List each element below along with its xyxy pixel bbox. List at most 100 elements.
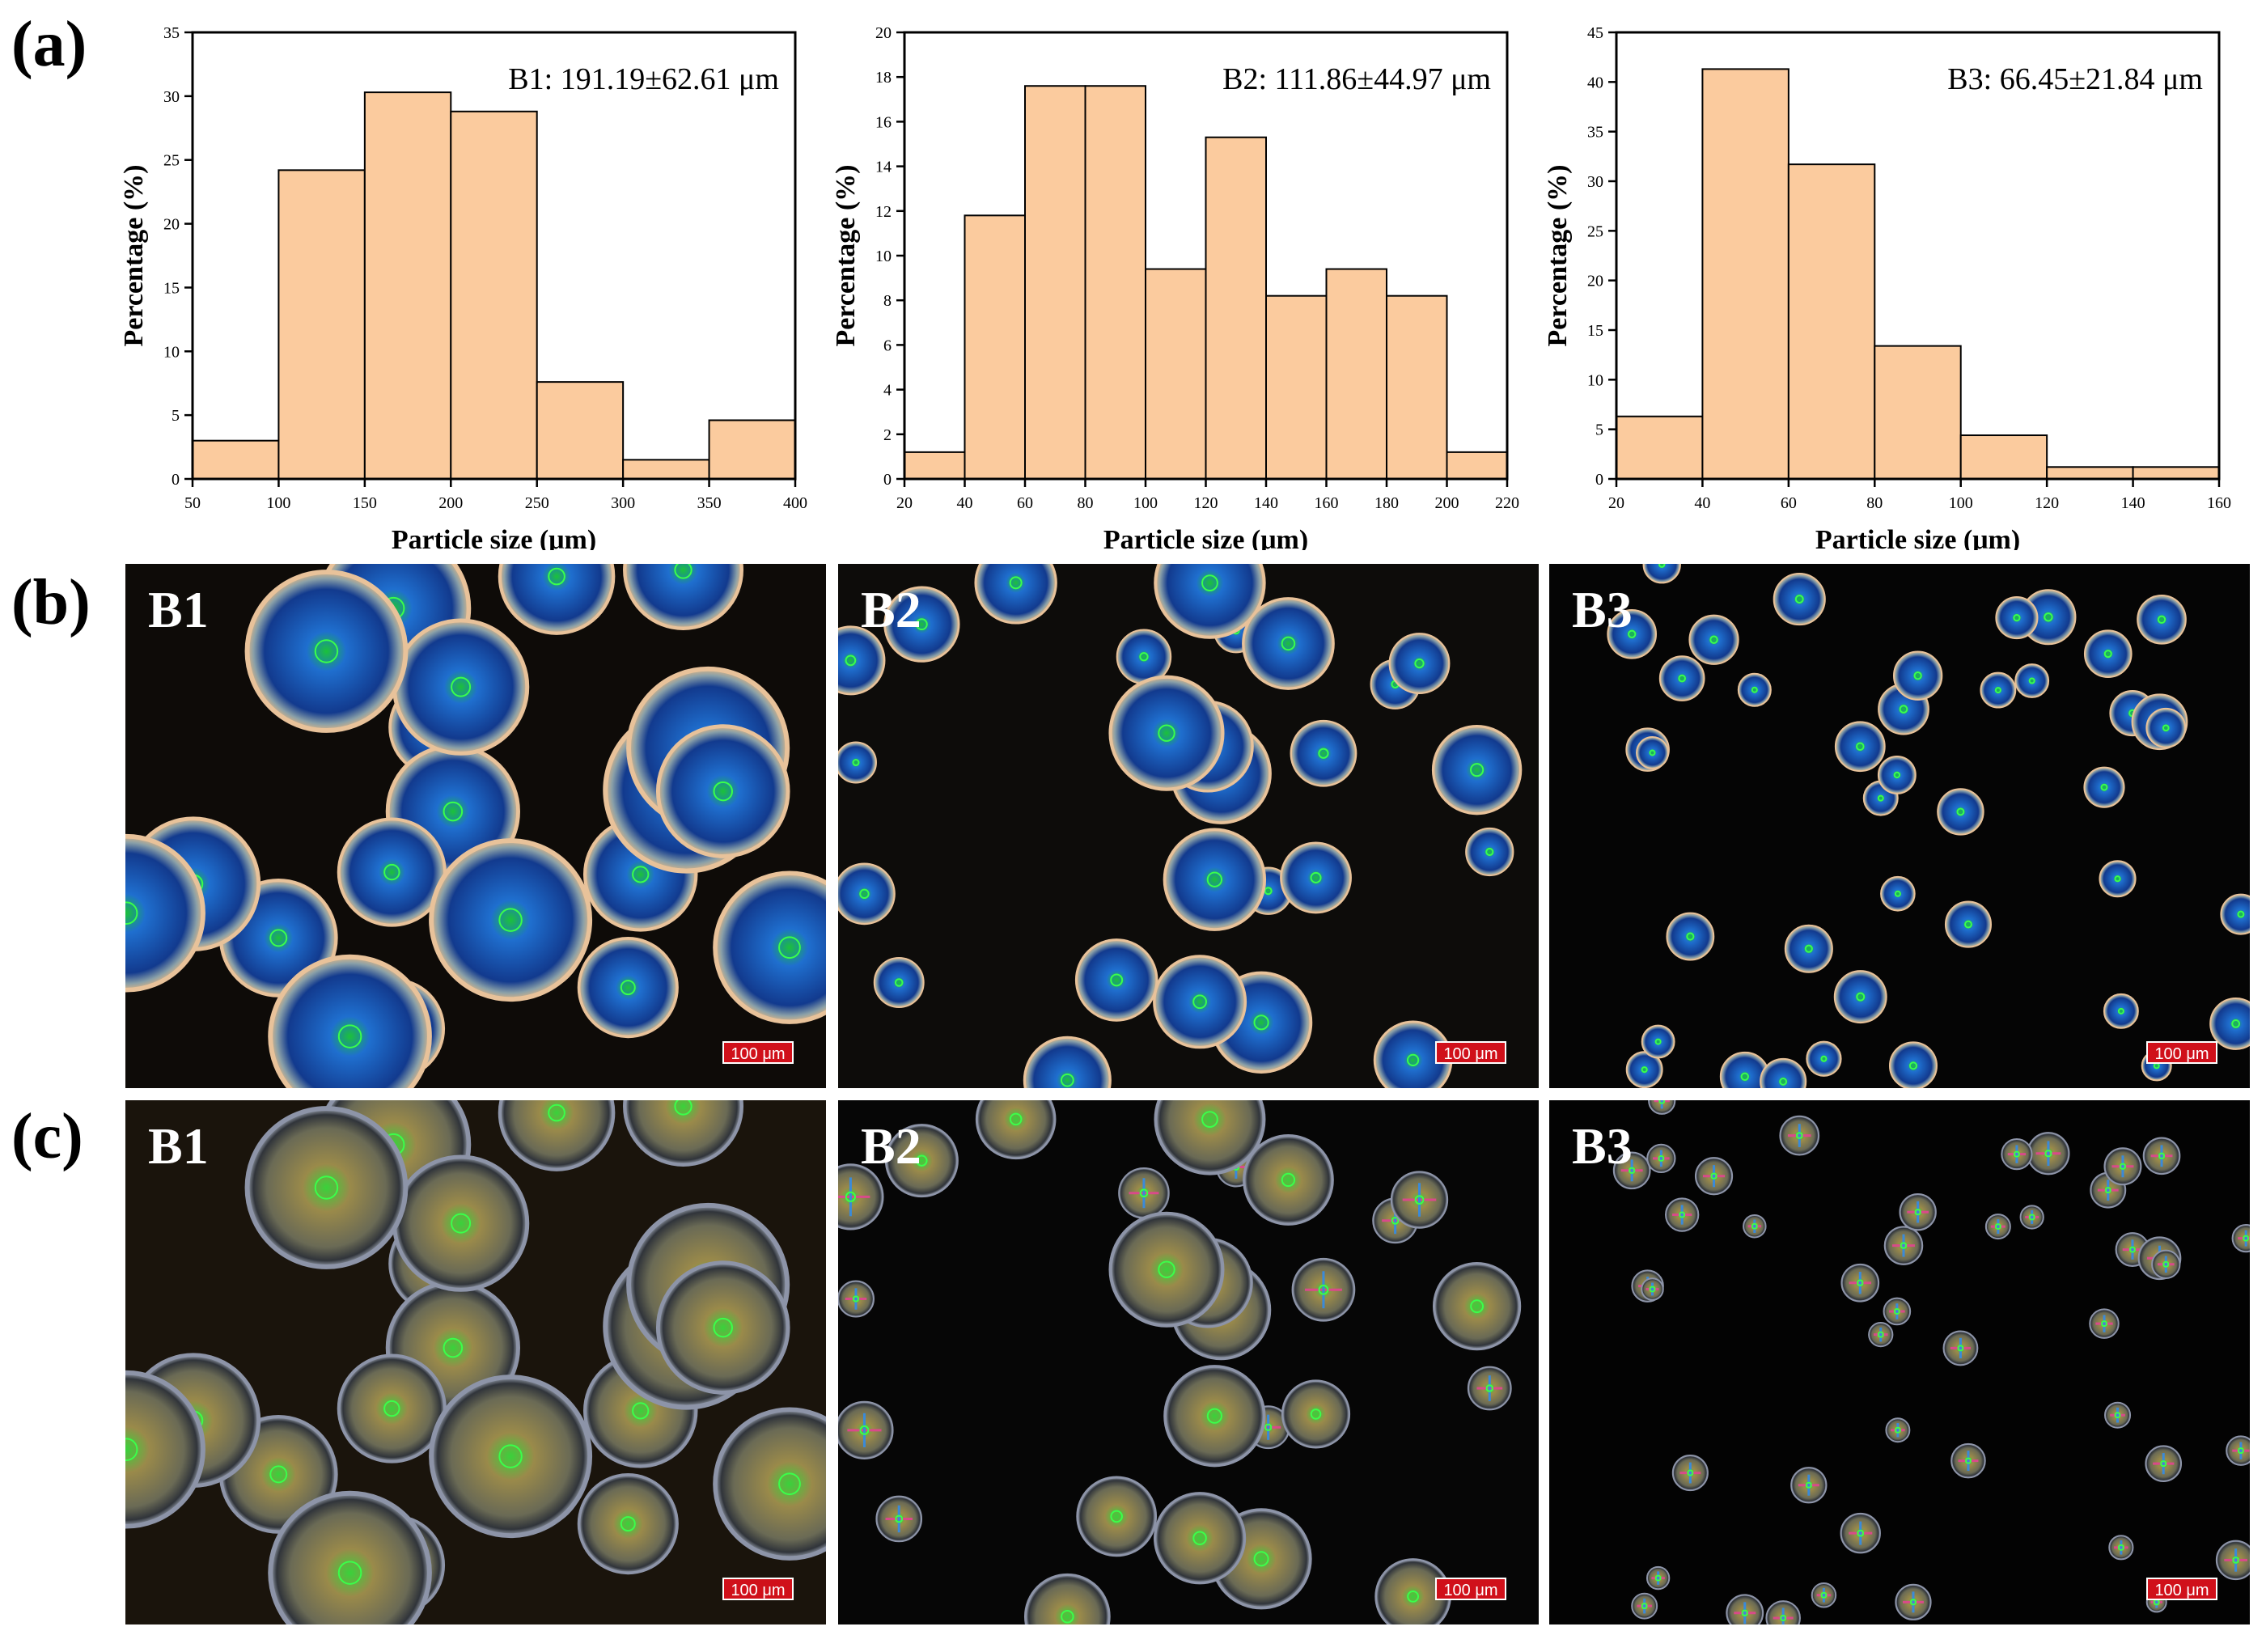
particle-core xyxy=(1253,1014,1269,1031)
particle xyxy=(713,870,826,1024)
y-tick-label: 10 xyxy=(163,343,180,361)
bar xyxy=(1616,415,1704,480)
particle-core xyxy=(2044,612,2053,622)
particle xyxy=(838,625,886,696)
bar xyxy=(708,419,796,480)
x-tick-label: 140 xyxy=(1254,494,1278,512)
particle-core xyxy=(1964,1457,1972,1464)
particle-core xyxy=(548,1103,565,1122)
particle xyxy=(429,1375,593,1539)
scale-bar: 100 μm xyxy=(722,1041,794,1064)
particle-core xyxy=(894,978,904,987)
particle-core xyxy=(1281,636,1296,651)
panel-label-b: (b) xyxy=(11,567,91,638)
particle xyxy=(244,570,409,733)
y-tick-label: 20 xyxy=(163,216,180,234)
sample-label-b3: B3 xyxy=(1572,1117,1633,1175)
bar xyxy=(277,169,366,480)
particle xyxy=(1944,900,1993,948)
particle-core xyxy=(1649,749,1656,756)
particle-core xyxy=(2104,1187,2111,1194)
micrograph-b-b3-image xyxy=(1549,564,2250,1088)
particle-core xyxy=(2232,1557,2239,1564)
particle-core xyxy=(1641,1603,1648,1610)
bar xyxy=(622,459,710,480)
sample-label-b2: B2 xyxy=(861,1117,921,1175)
x-tick-label: 200 xyxy=(1435,494,1459,512)
bar xyxy=(1446,451,1508,481)
x-tick-label: 200 xyxy=(438,494,463,512)
x-tick-label: 60 xyxy=(1017,494,1033,512)
y-tick-label: 45 xyxy=(1587,24,1603,42)
particle-core xyxy=(383,863,400,881)
particle xyxy=(1784,924,1833,973)
micrograph-c-b1: B1 100 μm xyxy=(125,1100,826,1624)
particle-core xyxy=(713,1317,734,1338)
particle xyxy=(1773,573,1826,626)
particle-core xyxy=(1192,1531,1207,1546)
y-tick-label: 12 xyxy=(875,203,892,221)
particle xyxy=(623,564,743,630)
bar xyxy=(2132,466,2220,481)
particle xyxy=(2145,707,2187,748)
y-tick-label: 5 xyxy=(1595,421,1603,439)
particle xyxy=(1666,912,1715,961)
y-tick-label: 35 xyxy=(1587,124,1603,142)
particle-core xyxy=(1139,1188,1149,1198)
y-tick-label: 4 xyxy=(883,382,892,400)
y-tick-label: 25 xyxy=(1587,222,1603,240)
bar xyxy=(192,439,280,481)
chart-annotation: B1: 191.19±62.61 μm xyxy=(508,62,779,96)
particle xyxy=(577,937,679,1039)
histogram-b2-svg: 20 40 60 80 100 120 140 160 180 200 220 0 2 4 6 8 10 12 14… xyxy=(831,24,1519,550)
particle xyxy=(1153,955,1247,1049)
particle xyxy=(1242,597,1335,690)
y-tick-label: 0 xyxy=(883,471,892,489)
particle-core xyxy=(1281,1172,1296,1188)
particle xyxy=(392,1154,530,1292)
particle-core xyxy=(1158,724,1175,742)
particle-core xyxy=(1318,748,1329,759)
particle xyxy=(1465,827,1514,877)
particle-core xyxy=(1893,1307,1900,1315)
particle-core xyxy=(713,781,734,802)
particle-core xyxy=(852,1295,860,1303)
particle-core xyxy=(2162,1260,2170,1268)
particle-core xyxy=(620,980,636,996)
particle xyxy=(1154,1100,1266,1175)
particle xyxy=(655,1260,790,1395)
x-axis-title: Particle size (μm) xyxy=(392,525,596,550)
particle-core xyxy=(2100,1320,2107,1328)
y-tick-label: 0 xyxy=(172,471,180,489)
x-tick-label: 350 xyxy=(697,494,722,512)
particle xyxy=(1280,841,1352,914)
particle-core xyxy=(1110,973,1124,987)
micrograph-b-b1: B1 100 μm xyxy=(125,564,826,1088)
particle-core xyxy=(1658,1154,1665,1162)
particle-core xyxy=(1751,686,1758,693)
bar xyxy=(964,214,1026,480)
particle xyxy=(268,954,432,1088)
particle-core xyxy=(1956,807,1965,816)
x-axis-title: Particle size (μm) xyxy=(1103,525,1308,550)
particle xyxy=(884,1124,959,1198)
particle-core xyxy=(2117,1007,2124,1014)
particle xyxy=(1076,1476,1158,1557)
particle-core xyxy=(2103,650,2112,659)
particle xyxy=(1163,828,1267,931)
histogram-b2: 20 40 60 80 100 120 140 160 180 200 220 0 2 4 6 8 10 12 14… xyxy=(817,16,1529,550)
particle xyxy=(1281,1379,1351,1449)
y-tick-label: 6 xyxy=(883,337,892,354)
particle-core xyxy=(1877,794,1884,802)
particle-core xyxy=(443,801,464,822)
bar xyxy=(2046,466,2134,481)
particle xyxy=(1388,633,1451,694)
micrograph-c-b2-image xyxy=(838,1100,1539,1624)
particle-core xyxy=(1061,1609,1074,1624)
particle-core xyxy=(1900,1242,1908,1249)
particle-core xyxy=(1264,1423,1273,1431)
histogram-b1-svg: 50 100 150 200 250 300 350 400 0 5 10 15 20 25 30 35 Par… xyxy=(119,24,807,550)
particle-core xyxy=(2157,615,2166,624)
particle xyxy=(1290,719,1357,787)
particle-core xyxy=(1658,564,1666,568)
